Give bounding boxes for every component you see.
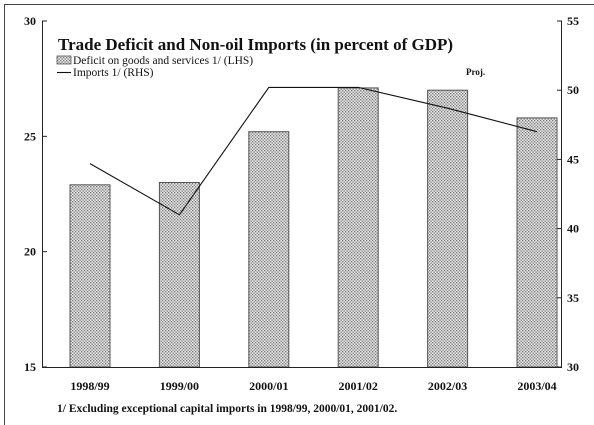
bar-2001-02: [337, 87, 379, 368]
x-axis-labels: 1998/99 1999/00 2000/01 2001/02 2002/03 2003/…: [70, 379, 556, 393]
left-axis-ticks: 15 20 25 30: [24, 14, 47, 374]
legend-label-imports: Imports 1/ (RHS): [73, 67, 154, 79]
chart-title: Trade Deficit and Non-oil Imports (in pe…: [58, 35, 453, 54]
left-axis-tick-label: 25: [24, 129, 36, 143]
x-axis-label: 1999/00: [160, 379, 199, 393]
x-axis-label: 2003/04: [517, 379, 556, 393]
right-axis-tick-label: 35: [567, 291, 579, 305]
right-axis-tick-label: 40: [567, 222, 579, 236]
x-axis-label: 2001/02: [339, 379, 378, 393]
bar-1999-00: [158, 182, 200, 368]
x-axis-label: 1998/99: [70, 379, 109, 393]
right-axis-tick-label: 30: [567, 360, 579, 374]
right-axis-tick-label: 45: [567, 152, 579, 166]
bar-1998-99: [69, 184, 111, 368]
legend: Deficit on goods and services 1/ (LHS) I…: [56, 55, 253, 79]
axes: [42, 21, 562, 368]
x-axis-label: 2000/01: [249, 379, 288, 393]
imports-line: [89, 86, 538, 216]
right-axis-tick-label: 50: [567, 83, 579, 97]
legend-label-deficit: Deficit on goods and services 1/ (LHS): [73, 55, 253, 67]
bar-2002-03: [427, 89, 469, 368]
projection-annotation: Proj.: [466, 67, 485, 77]
left-axis-tick-label: 15: [24, 360, 36, 374]
footnote: 1/ Excluding exceptional capital imports…: [57, 403, 397, 415]
bar-2003-04: [516, 117, 558, 368]
x-axis-label: 2002/03: [428, 379, 467, 393]
left-axis-tick-label: 20: [24, 245, 36, 259]
legend-swatch-deficit: [56, 55, 72, 65]
bar-2000-01: [248, 131, 290, 368]
right-axis-tick-label: 55: [567, 14, 579, 28]
left-axis-tick-label: 30: [24, 14, 36, 28]
right-axis-ticks: 30 35 40 45 50 55: [557, 14, 579, 374]
bar-series-deficit: [69, 87, 558, 368]
line-series-imports: [89, 86, 538, 216]
